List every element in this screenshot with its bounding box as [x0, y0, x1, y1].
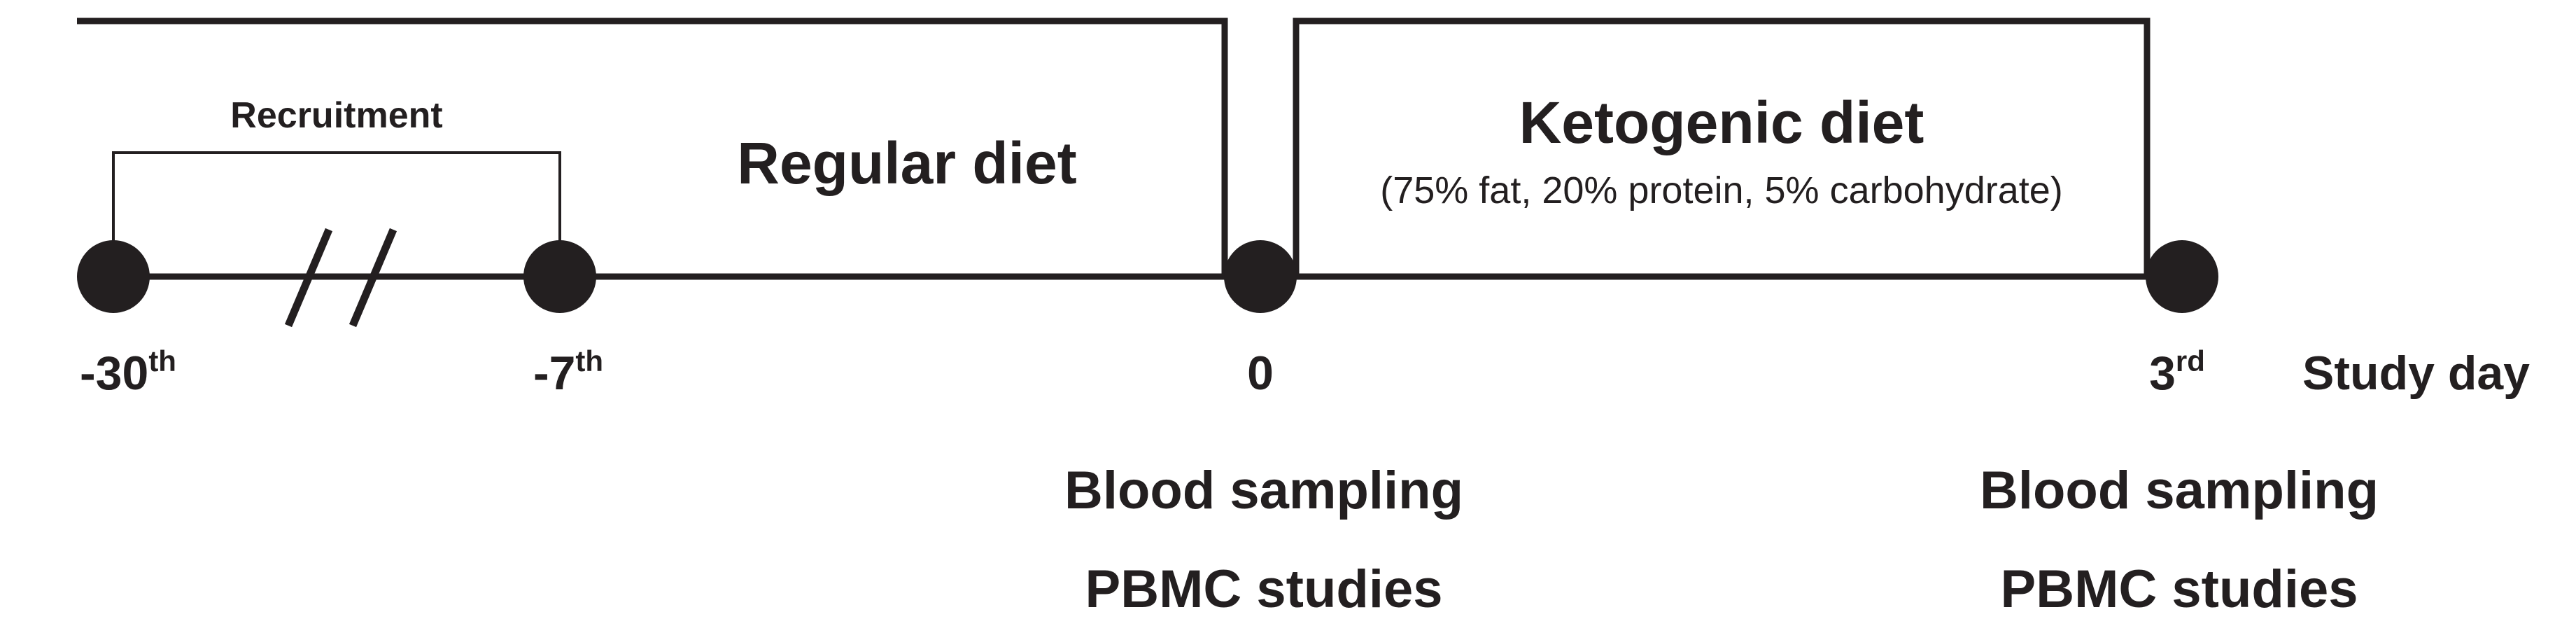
- timepoint-label-day-3: 3rd: [2149, 345, 2205, 400]
- day3-blood-sampling-label: Blood sampling: [1980, 461, 2379, 520]
- day0-blood-sampling-label: Blood sampling: [1064, 461, 1463, 520]
- timepoint-label-day-minus-30: -30th: [80, 345, 176, 400]
- day3-pbmc-studies-label: PBMC studies: [2001, 559, 2358, 619]
- recruitment-label: Recruitment: [230, 95, 442, 136]
- timepoint-marker-day-3: [2146, 240, 2218, 313]
- axis-break-mark: [349, 228, 397, 328]
- timepoint-label-day-0: 0: [1247, 347, 1274, 400]
- regular-diet-box: [77, 18, 1228, 277]
- axis-break-mark: [284, 228, 333, 328]
- timepoint-label-day-minus-7: -7th: [533, 345, 603, 400]
- timepoint-marker-day-0: [1224, 240, 1297, 313]
- ketogenic-diet-box: [1293, 18, 2151, 277]
- timepoint-marker-day-minus-30: [77, 240, 150, 313]
- study-day-axis-label: Study day: [2302, 347, 2530, 400]
- day0-pbmc-studies-label: PBMC studies: [1085, 559, 1443, 619]
- regular-diet-title: Regular diet: [737, 130, 1076, 196]
- ketogenic-diet-title: Ketogenic diet: [1519, 90, 1924, 155]
- ketogenic-diet-composition: (75% fat, 20% protein, 5% carbohydrate): [1380, 169, 2063, 211]
- recruitment-bracket: [112, 151, 561, 277]
- timepoint-marker-day-minus-7: [523, 240, 596, 313]
